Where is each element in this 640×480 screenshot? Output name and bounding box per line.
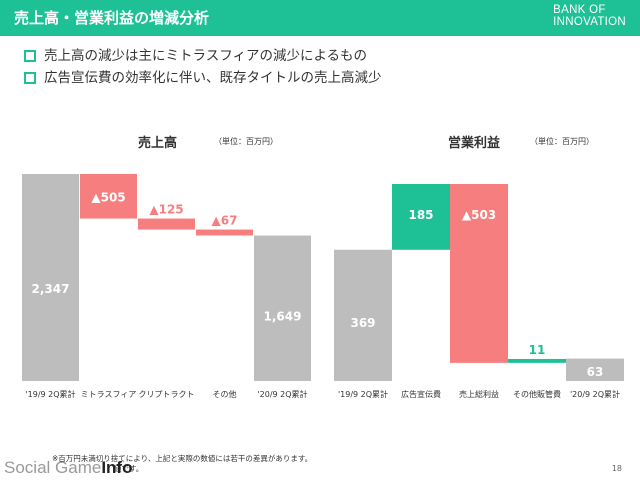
sales-category-label-3: その他 [213, 389, 237, 399]
sales-value-label-4: 1,649 [264, 310, 302, 324]
bullet-list: 売上高の減少は主にミトラスフィアの減少によるもの 広告宣伝費の効率化に伴い、既存… [24, 45, 382, 89]
bullet-text: 広告宣伝費の効率化に伴い、既存タイトルの売上高減少 [44, 70, 382, 86]
profit-value-label-3: 11 [529, 343, 546, 357]
sales-bar-0 [22, 174, 79, 381]
bullet-item: 売上高の減少は主にミトラスフィアの減少によるもの [24, 45, 382, 67]
sales-chart-title: 売上高 [138, 136, 178, 151]
company-logo: BANK OF INNOVATION [553, 4, 626, 28]
sales-bar-1 [80, 174, 137, 219]
sales-category-label-0: '19/9 2Q累計 [25, 389, 75, 399]
profit-bar-0 [334, 249, 392, 381]
profit-value-label-2: ▲503 [462, 208, 496, 222]
bullet-text: 売上高の減少は主にミトラスフィアの減少によるもの [44, 48, 368, 64]
profit-category-label-0: '19/9 2Q累計 [338, 389, 388, 399]
profit-category-label-4: '20/9 2Q累計 [570, 389, 620, 399]
profit-value-label-4: 63 [587, 365, 604, 379]
profit-bar-3 [508, 358, 566, 363]
watermark-text-b: Info [101, 458, 133, 477]
profit-category-label-2: 売上総利益 [459, 389, 499, 399]
sales-value-label-3: ▲67 [212, 214, 238, 228]
sales-value-label-0: 2,347 [32, 282, 70, 296]
sales-bar-2 [138, 218, 195, 230]
profit-bar-1 [392, 184, 450, 250]
profit-value-label-1: 185 [408, 208, 433, 222]
footnote: ※百万円未満切り捨てにより、上記と実際の数値には若干の差異があります。 値です。 [52, 454, 312, 474]
square-bullet-icon [24, 50, 36, 62]
sales-chart-unit: （単位：百万円） [214, 137, 278, 146]
sales-bar-4 [254, 235, 311, 381]
profit-category-label-1: 広告宣伝費 [401, 389, 441, 399]
footnote-line-2: 値です。 [114, 464, 144, 473]
footnote-line-1: ※百万円未満切り捨てにより、上記と実際の数値には若干の差異があります。 [52, 454, 313, 463]
sales-category-label-2: クリプトラクト [139, 390, 195, 399]
bullet-item: 広告宣伝費の効率化に伴い、既存タイトルの売上高減少 [24, 67, 382, 89]
sales-bar-3 [196, 229, 253, 236]
logo-line-1: BANK OF [553, 4, 606, 16]
square-bullet-icon [24, 72, 36, 84]
profit-value-label-0: 369 [350, 316, 375, 330]
sales-category-label-4: '20/9 2Q累計 [257, 389, 307, 399]
page-number: 18 [611, 464, 622, 473]
profit-bar-4 [566, 358, 624, 381]
profit-category-label-3: その他販管費 [513, 389, 561, 399]
watermark-logo: Social GameInfo [4, 458, 132, 478]
watermark-text-a: Social Game [4, 458, 102, 477]
sales-value-label-2: ▲125 [149, 203, 183, 217]
sales-value-label-1: ▲505 [91, 190, 125, 204]
sales-category-label-1: ミトラスフィア [81, 390, 137, 399]
header-bar: 売上高・営業利益の増減分析 BANK OF INNOVATION [0, 0, 640, 36]
page-title: 売上高・営業利益の増減分析 [14, 9, 210, 27]
profit-chart-title: 営業利益 [448, 136, 501, 151]
profit-bar-2 [450, 184, 508, 363]
profit-chart-unit: （単位：百万円） [530, 137, 594, 146]
logo-line-2: INNOVATION [553, 16, 626, 28]
